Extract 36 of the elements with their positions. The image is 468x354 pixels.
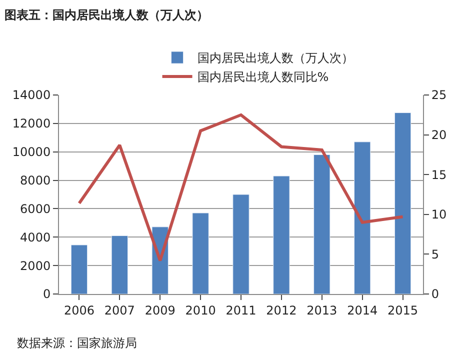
bar [273,176,290,294]
y2-tick-label: 0 [431,287,440,302]
line-series [78,113,404,262]
x-tick-label: 2010 [185,303,216,318]
x-tick-label: 2015 [388,303,418,318]
legend-label: 国内居民出境人数（万人次） [197,51,354,66]
y-tick-label: 0 [42,287,51,302]
x-tick-label: 2007 [104,303,135,318]
x-tick-label: 2013 [306,303,338,318]
bar [314,154,330,294]
legend-label: 国内居民出境人数同比% [197,70,329,84]
y-tick-label: 2000 [20,258,51,273]
y-tick-label: 12000 [12,116,51,131]
chart-title: 图表五：国内居民出境人数（万人次） [4,8,209,22]
y-tick-label: 4000 [20,230,51,244]
y2-tick-label: 20 [431,128,447,142]
y-tick-label: 10000 [12,145,51,160]
bar [394,112,412,294]
bar [232,194,250,294]
y-tick-label: 14000 [12,88,51,102]
bar [111,235,128,294]
bar [354,142,371,294]
bar [70,244,88,294]
bar [192,212,209,294]
y2-tick-label: 5 [431,247,440,262]
x-tick-label: 2006 [64,303,94,318]
y-tick-label: 8000 [20,173,51,188]
x-tick-label: 2011 [226,303,256,318]
x-tick-label: 2014 [347,303,378,318]
x-tick-label: 2012 [266,303,297,318]
y-tick-label: 6000 [20,202,51,216]
x-tick-label: 2009 [144,303,176,318]
y2-tick-label: 25 [431,88,447,102]
y2-tick-label: 10 [431,208,447,222]
source-note: 数据来源：国家旅游局 [17,336,137,350]
y2-tick-label: 15 [431,168,447,182]
